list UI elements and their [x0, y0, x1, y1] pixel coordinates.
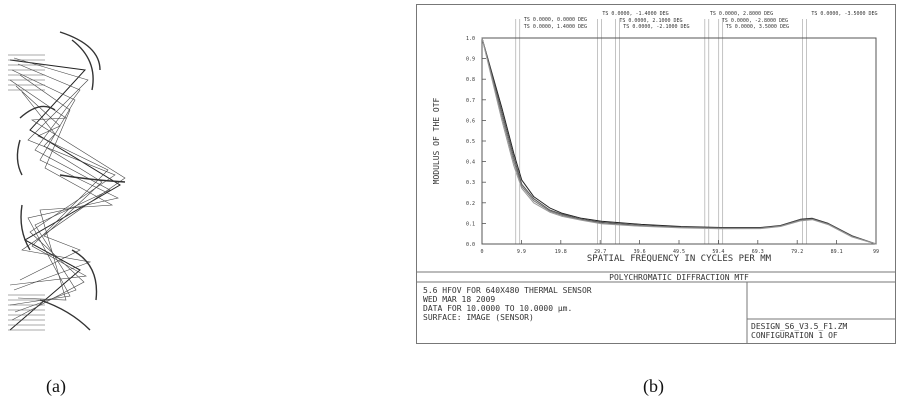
- x-tick-label: 19.8: [555, 249, 567, 255]
- y-tick-label: 0.4: [466, 160, 475, 166]
- x-tick-label: 39.6: [634, 249, 646, 255]
- footer-line4: SURFACE: IMAGE (SENSOR): [423, 313, 534, 322]
- y-axis-label: MODULUS OF THE OTF: [432, 97, 441, 184]
- footer-line1: 5.6 HFOV FOR 640X480 THERMAL SENSOR: [423, 286, 592, 295]
- caption-b: (b): [643, 376, 664, 396]
- y-tick-label: 1.0: [466, 36, 475, 42]
- x-tick-label: 69.3: [752, 249, 764, 255]
- field-lines: [515, 19, 807, 244]
- y-tick-label: 0.6: [466, 118, 475, 124]
- footer-line2: WED MAR 18 2009: [423, 295, 495, 304]
- x-tick-label: 0: [480, 249, 483, 255]
- x-tick-label: 29.7: [594, 249, 606, 255]
- x-axis-label: SPATIAL FREQUENCY IN CYCLES PER MM: [587, 254, 772, 264]
- footer-file: DESIGN_S6_V3.5_F1.ZM: [751, 322, 848, 331]
- footer-line3: DATA FOR 10.0000 TO 10.0000 µm.: [423, 304, 572, 313]
- y-tick-label: 0.0: [466, 242, 475, 248]
- field-label: TS 0.0000, -2.1000 DEG: [623, 24, 689, 30]
- y-tick-label: 0.9: [466, 57, 475, 63]
- field-label: TS 0.0000, 0.0000 DEG: [524, 17, 587, 23]
- footer-title: POLYCHROMATIC DIFFRACTION MTF: [609, 273, 749, 282]
- field-label: TS 0.0000, 3.5000 DEG: [726, 24, 789, 30]
- x-tick-label: 49.5: [673, 249, 685, 255]
- x-tick-label: 79.2: [791, 249, 803, 255]
- x-tick-label: 59.4: [712, 249, 724, 255]
- caption-a: (a): [46, 376, 66, 396]
- mtf-chart-panel: TS 0.0000, 0.0000 DEG TS 0.0000, 1.4000 D…: [416, 4, 896, 344]
- y-tick-label: 0.7: [466, 98, 475, 104]
- footer-config: CONFIGURATION 1 OF: [751, 331, 838, 340]
- x-tick-label: 9.9: [517, 249, 526, 255]
- y-tick-label: 0.3: [466, 180, 475, 186]
- field-label: TS 0.0000, -2.8000 DEG: [722, 18, 788, 24]
- mtf-series-line: [481, 37, 877, 245]
- y-tick-label: 0.1: [466, 221, 475, 227]
- lens-ray-trace-icon: [8, 31, 126, 331]
- field-label: TS 0.0000, -1.4000 DEG: [602, 11, 668, 17]
- plot-frame: [481, 37, 877, 245]
- field-label: TS 0.0000, 2.8000 DEG: [710, 11, 773, 17]
- lens-ray-trace-panel: [0, 0, 190, 340]
- field-label: TS 0.0000, 2.1000 DEG: [619, 18, 682, 24]
- mtf-series-line: [481, 37, 877, 245]
- x-tick-label: 99: [873, 249, 879, 255]
- mtf-series-line: [481, 37, 877, 245]
- y-tick-label: 0.5: [466, 139, 475, 145]
- field-label: TS 0.0000, 1.4000 DEG: [524, 24, 587, 30]
- field-label: TS 0.0000, -3.5000 DEG: [811, 11, 877, 17]
- y-tick-label: 0.8: [466, 77, 475, 83]
- mtf-series-line: [481, 37, 877, 245]
- x-tick-label: 89.1: [831, 249, 843, 255]
- y-tick-label: 0.2: [466, 201, 475, 207]
